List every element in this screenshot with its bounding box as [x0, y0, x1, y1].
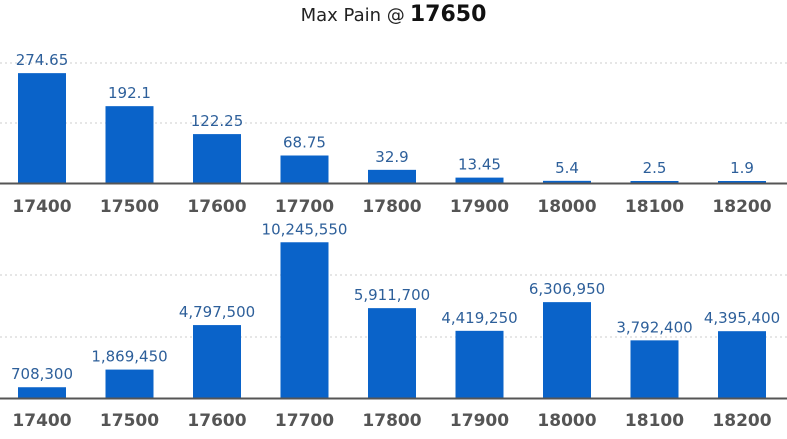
bottom-bar-17500 — [105, 369, 154, 398]
bottom-bar-17800 — [368, 308, 416, 398]
bottom-tick-label: 18200 — [712, 411, 771, 431]
top-tick-label: 18200 — [712, 197, 771, 217]
bottom-data-label: 6,306,950 — [529, 280, 605, 298]
top-data-label: 192.1 — [108, 84, 151, 102]
bottom-chart: 708,300 17400 1,869,450 17500 4,797,500 17600… — [0, 220, 787, 431]
top-data-label: 5.4 — [555, 159, 579, 177]
bottom-data-label: 1,869,450 — [91, 348, 167, 366]
bottom-data-label: 5,911,700 — [354, 286, 430, 304]
bottom-data-label: 10,245,550 — [262, 220, 348, 238]
max-pain-value: 17650 — [409, 2, 487, 27]
bottom-tick-label: 17400 — [12, 411, 71, 431]
top-bar-17700 — [280, 155, 329, 183]
top-data-label: 122.25 — [191, 112, 244, 130]
top-bar-17900 — [455, 177, 504, 183]
bottom-tick-label: 17900 — [450, 411, 509, 431]
bottom-tick-label: 17800 — [362, 411, 421, 431]
bottom-data-label: 4,419,250 — [441, 309, 517, 327]
top-tick-label: 17500 — [100, 197, 159, 217]
top-data-label: 13.45 — [458, 156, 501, 174]
bottom-tick-label: 17600 — [187, 411, 246, 431]
bottom-data-label: 3,792,400 — [616, 318, 692, 336]
bottom-bar-17900 — [455, 330, 504, 398]
bottom-tick-label: 18000 — [537, 411, 596, 431]
bottom-bar-17600 — [193, 325, 241, 398]
top-tick-label: 18100 — [625, 197, 684, 217]
max-pain-label: Max Pain @ — [300, 5, 405, 26]
bottom-tick-label: 17700 — [275, 411, 334, 431]
bottom-data-label: 708,300 — [11, 365, 73, 383]
bottom-tick-label: 17500 — [100, 411, 159, 431]
bottom-bar-18000 — [543, 302, 591, 398]
top-data-label: 274.65 — [16, 51, 69, 69]
top-tick-label: 18000 — [537, 197, 596, 217]
top-tick-label: 17600 — [187, 197, 246, 217]
top-data-label: 32.9 — [375, 148, 408, 166]
top-tick-label: 17700 — [275, 197, 334, 217]
top-data-label: 1.9 — [730, 159, 754, 177]
bottom-tick-label: 18100 — [625, 411, 684, 431]
bottom-bar-18200 — [718, 331, 766, 398]
top-bar-17400 — [18, 73, 66, 183]
top-tick-label: 17800 — [362, 197, 421, 217]
top-bar-17800 — [368, 169, 416, 183]
top-bar-17600 — [193, 134, 241, 183]
chart-title: Max Pain @ 17650 — [0, 2, 787, 32]
bottom-bar-17700 — [280, 242, 329, 398]
top-bar-17500 — [105, 106, 154, 183]
top-bar-18000 — [543, 180, 591, 183]
top-tick-label: 17400 — [12, 197, 71, 217]
top-chart: 274.65 17400 192.1 17500 122.25 17600 68.75 177… — [0, 51, 787, 217]
bottom-bar-18100 — [630, 340, 679, 398]
top-data-label: 2.5 — [643, 159, 667, 177]
top-bar-18200 — [718, 181, 766, 183]
bottom-bar-17400 — [18, 387, 66, 398]
bottom-data-label: 4,395,400 — [704, 309, 780, 327]
top-bar-18100 — [630, 181, 679, 183]
top-tick-label: 17900 — [450, 197, 509, 217]
bottom-data-label: 4,797,500 — [179, 303, 255, 321]
top-data-label: 68.75 — [283, 134, 326, 152]
